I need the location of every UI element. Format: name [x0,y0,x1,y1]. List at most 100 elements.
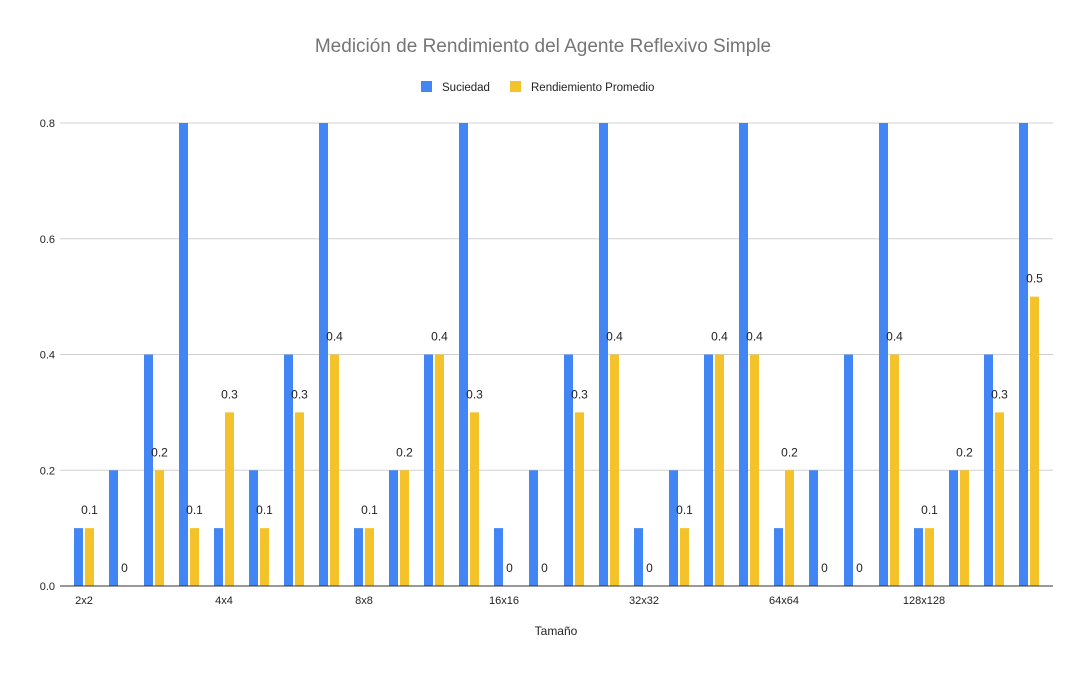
data-label: 0.5 [1026,272,1043,286]
data-label: 0 [856,561,863,575]
data-label: 0 [646,561,653,575]
bar-rendimiento [610,354,619,586]
bar-rendimiento [155,470,164,586]
data-label: 0.2 [781,445,798,459]
x-tick-label: 128x128 [903,595,945,607]
legend-label-rendimiento: Rendiemiento Promedio [531,82,654,94]
bar-suciedad [739,123,748,586]
data-label: 0.1 [921,503,938,517]
x-tick-label: 16x16 [489,595,519,607]
data-label: 0.3 [571,387,588,401]
bar-rendimiento [260,528,269,586]
y-tick-label: 0.2 [40,465,55,477]
data-label: 0.4 [606,330,623,344]
bar-suciedad [284,354,293,586]
bar-rendimiento [400,470,409,586]
bar-suciedad [109,470,118,586]
x-tick-label: 32x32 [629,595,659,607]
bar-suciedad [564,354,573,586]
bar-rendimiento [925,528,934,586]
bar-rendimiento [470,412,479,586]
bar-suciedad [179,123,188,586]
bar-suciedad [634,528,643,586]
data-label: 0.4 [326,330,343,344]
bar-rendimiento [1030,296,1039,586]
bar-rendimiento [715,354,724,586]
y-tick-label: 0.4 [40,350,55,362]
gridlines [60,122,1053,471]
data-label: 0.2 [151,445,168,459]
bar-rendimiento [295,412,304,586]
bar-suciedad [599,123,608,586]
legend-swatch-suciedad [421,81,432,92]
bar-suciedad [319,123,328,586]
bar-suciedad [249,470,258,586]
x-tick-label: 64x64 [769,595,799,607]
bars [74,123,1039,586]
y-tick-label: 0.6 [40,234,55,246]
data-label: 0.4 [886,330,903,344]
x-axis-title: Tamaño [535,624,578,638]
y-tick-label: 0.0 [40,581,55,593]
data-label: 0.2 [956,445,973,459]
bar-rendimiento [330,354,339,586]
bar-suciedad [774,528,783,586]
x-tick-label: 8x8 [355,595,373,607]
bar-suciedad [809,470,818,586]
data-label: 0.3 [291,387,308,401]
x-tick-label: 2x2 [75,595,93,607]
bar-suciedad [529,470,538,586]
bar-suciedad [669,470,678,586]
data-label: 0.3 [221,387,238,401]
bar-suciedad [459,123,468,586]
y-axis-ticks: 0.0 0.2 0.4 0.6 0.8 [40,118,55,593]
bar-suciedad [879,123,888,586]
bar-rendimiento [85,528,94,586]
bar-suciedad [214,528,223,586]
data-label: 0.2 [396,445,413,459]
bar-suciedad [74,528,83,586]
x-tick-label: 4x4 [215,595,233,607]
data-label: 0 [506,561,513,575]
chart-title: Medición de Rendimiento del Agente Refle… [315,36,771,57]
bar-suciedad [424,354,433,586]
data-label: 0.1 [256,503,273,517]
data-label: 0.3 [466,387,483,401]
data-label: 0 [541,561,548,575]
data-label: 0.4 [431,330,448,344]
y-tick-label: 0.8 [40,118,55,130]
bar-suciedad [914,528,923,586]
legend: Suciedad Rendiemiento Promedio [421,81,654,94]
bar-rendimiento [435,354,444,586]
bar-suciedad [984,354,993,586]
legend-swatch-rendimiento [510,81,521,92]
bar-rendimiento [750,354,759,586]
bar-suciedad [704,354,713,586]
data-labels: 0.1 0 0.2 0.1 0.3 0.1 0.3 0.4 0.1 0.2 0.4 0.3 0 0 0.3 0… [81,272,1043,575]
bar-rendimiento [680,528,689,586]
data-label: 0.3 [991,387,1008,401]
bar-rendimiento [365,528,374,586]
bar-rendimiento [190,528,199,586]
bar-suciedad [144,354,153,586]
bar-suciedad [354,528,363,586]
bar-rendimiento [225,412,234,586]
data-label: 0.1 [81,503,98,517]
bar-rendimiento [960,470,969,586]
data-label: 0.1 [361,503,378,517]
bar-rendimiento [575,412,584,586]
bar-rendimiento [995,412,1004,586]
legend-label-suciedad: Suciedad [442,82,490,94]
bar-suciedad [1019,123,1028,586]
data-label: 0.4 [711,330,728,344]
bar-suciedad [389,470,398,586]
bar-suciedad [949,470,958,586]
data-label: 0.1 [186,503,203,517]
bar-suciedad [844,354,853,586]
data-label: 0.4 [746,330,763,344]
data-label: 0.1 [676,503,693,517]
data-label: 0 [121,561,128,575]
bar-suciedad [494,528,503,586]
